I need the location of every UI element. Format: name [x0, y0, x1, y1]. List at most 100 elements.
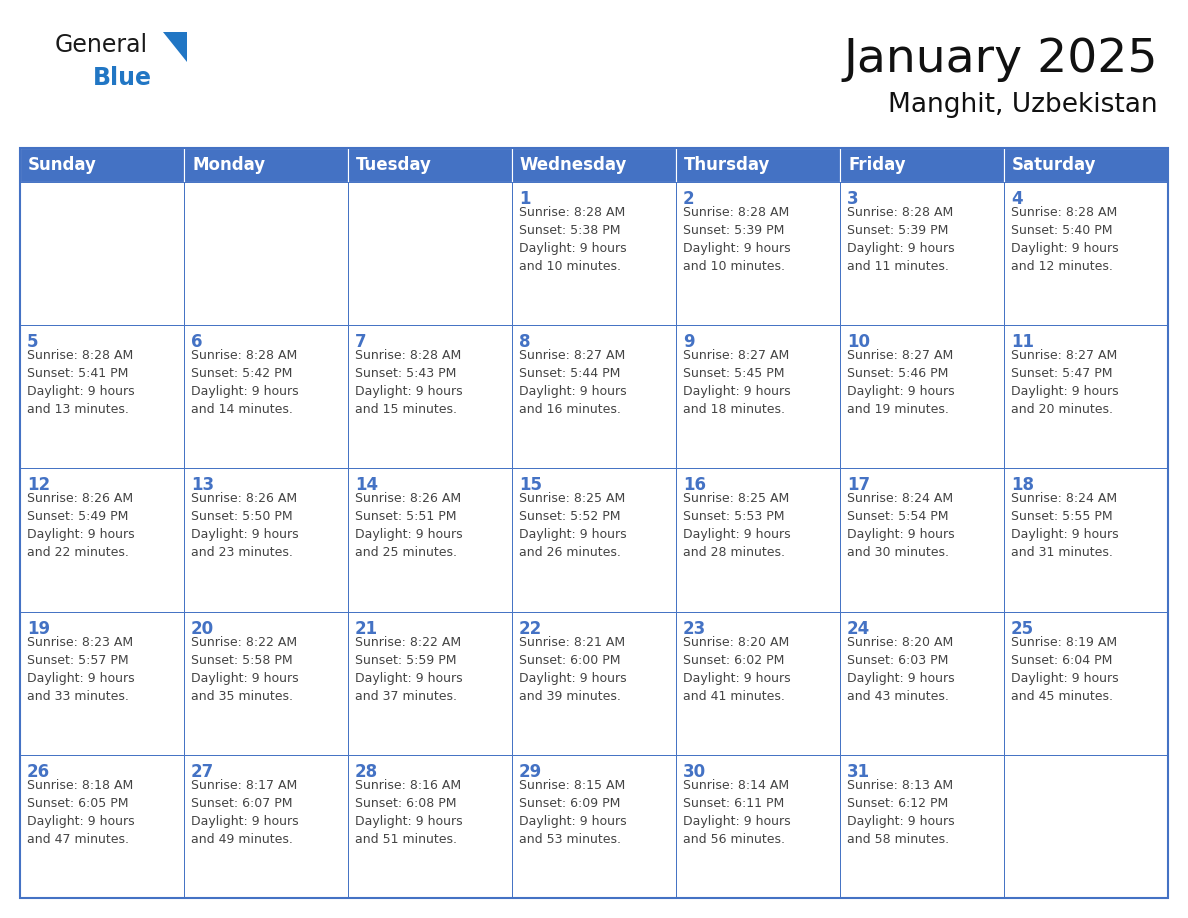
Text: Sunrise: 8:28 AM
Sunset: 5:43 PM
Daylight: 9 hours
and 15 minutes.: Sunrise: 8:28 AM Sunset: 5:43 PM Dayligh…	[355, 349, 462, 416]
Text: Sunrise: 8:28 AM
Sunset: 5:39 PM
Daylight: 9 hours
and 11 minutes.: Sunrise: 8:28 AM Sunset: 5:39 PM Dayligh…	[847, 206, 955, 273]
Text: 5: 5	[27, 333, 38, 352]
Bar	[20, 148, 1168, 898]
Bar	[20, 182, 184, 325]
Bar	[512, 755, 676, 898]
Bar	[676, 325, 840, 468]
Text: 29: 29	[519, 763, 542, 781]
Text: 4: 4	[1011, 190, 1023, 208]
Bar	[348, 468, 512, 611]
Polygon shape	[163, 32, 187, 62]
Bar	[676, 468, 840, 611]
Bar	[840, 468, 1004, 611]
Text: January 2025: January 2025	[843, 38, 1158, 83]
Text: Sunrise: 8:28 AM
Sunset: 5:41 PM
Daylight: 9 hours
and 13 minutes.: Sunrise: 8:28 AM Sunset: 5:41 PM Dayligh…	[27, 349, 134, 416]
Bar	[512, 148, 676, 182]
Text: 31: 31	[847, 763, 870, 781]
Text: 6: 6	[191, 333, 202, 352]
Text: Sunrise: 8:28 AM
Sunset: 5:40 PM
Daylight: 9 hours
and 12 minutes.: Sunrise: 8:28 AM Sunset: 5:40 PM Dayligh…	[1011, 206, 1119, 273]
Text: 7: 7	[355, 333, 367, 352]
Bar	[1004, 148, 1168, 182]
Text: Sunrise: 8:28 AM
Sunset: 5:39 PM
Daylight: 9 hours
and 10 minutes.: Sunrise: 8:28 AM Sunset: 5:39 PM Dayligh…	[683, 206, 791, 273]
Bar	[184, 611, 348, 755]
Bar	[20, 148, 184, 182]
Bar	[1004, 325, 1168, 468]
Bar	[20, 325, 184, 468]
Bar	[676, 755, 840, 898]
Text: Sunrise: 8:27 AM
Sunset: 5:47 PM
Daylight: 9 hours
and 20 minutes.: Sunrise: 8:27 AM Sunset: 5:47 PM Dayligh…	[1011, 349, 1119, 416]
Bar	[512, 468, 676, 611]
Text: 16: 16	[683, 476, 706, 495]
Bar	[676, 148, 840, 182]
Text: 28: 28	[355, 763, 378, 781]
Text: 23: 23	[683, 620, 706, 638]
Bar	[184, 148, 348, 182]
Bar	[348, 611, 512, 755]
Text: Wednesday: Wednesday	[520, 156, 627, 174]
Bar	[1004, 182, 1168, 325]
Bar	[20, 468, 184, 611]
Text: Sunrise: 8:18 AM
Sunset: 6:05 PM
Daylight: 9 hours
and 47 minutes.: Sunrise: 8:18 AM Sunset: 6:05 PM Dayligh…	[27, 778, 134, 845]
Text: 24: 24	[847, 620, 871, 638]
Bar	[20, 611, 184, 755]
Bar	[676, 182, 840, 325]
Text: Sunrise: 8:24 AM
Sunset: 5:55 PM
Daylight: 9 hours
and 31 minutes.: Sunrise: 8:24 AM Sunset: 5:55 PM Dayligh…	[1011, 492, 1119, 559]
Text: Sunrise: 8:25 AM
Sunset: 5:52 PM
Daylight: 9 hours
and 26 minutes.: Sunrise: 8:25 AM Sunset: 5:52 PM Dayligh…	[519, 492, 626, 559]
Text: 11: 11	[1011, 333, 1034, 352]
Text: 27: 27	[191, 763, 214, 781]
Bar	[184, 325, 348, 468]
Text: Sunrise: 8:23 AM
Sunset: 5:57 PM
Daylight: 9 hours
and 33 minutes.: Sunrise: 8:23 AM Sunset: 5:57 PM Dayligh…	[27, 635, 134, 702]
Bar	[840, 611, 1004, 755]
Bar	[1004, 611, 1168, 755]
Bar	[840, 182, 1004, 325]
Bar	[348, 148, 512, 182]
Text: 26: 26	[27, 763, 50, 781]
Text: Tuesday: Tuesday	[356, 156, 432, 174]
Text: Sunrise: 8:15 AM
Sunset: 6:09 PM
Daylight: 9 hours
and 53 minutes.: Sunrise: 8:15 AM Sunset: 6:09 PM Dayligh…	[519, 778, 626, 845]
Bar	[1004, 755, 1168, 898]
Text: Sunday: Sunday	[29, 156, 97, 174]
Text: Sunrise: 8:24 AM
Sunset: 5:54 PM
Daylight: 9 hours
and 30 minutes.: Sunrise: 8:24 AM Sunset: 5:54 PM Dayligh…	[847, 492, 955, 559]
Bar	[512, 182, 676, 325]
Text: 25: 25	[1011, 620, 1034, 638]
Bar	[512, 325, 676, 468]
Text: Sunrise: 8:25 AM
Sunset: 5:53 PM
Daylight: 9 hours
and 28 minutes.: Sunrise: 8:25 AM Sunset: 5:53 PM Dayligh…	[683, 492, 791, 559]
Text: Monday: Monday	[192, 156, 265, 174]
Text: Sunrise: 8:16 AM
Sunset: 6:08 PM
Daylight: 9 hours
and 51 minutes.: Sunrise: 8:16 AM Sunset: 6:08 PM Dayligh…	[355, 778, 462, 845]
Text: 18: 18	[1011, 476, 1034, 495]
Text: 8: 8	[519, 333, 531, 352]
Bar	[348, 325, 512, 468]
Bar	[184, 468, 348, 611]
Text: 22: 22	[519, 620, 542, 638]
Text: Sunrise: 8:20 AM
Sunset: 6:02 PM
Daylight: 9 hours
and 41 minutes.: Sunrise: 8:20 AM Sunset: 6:02 PM Dayligh…	[683, 635, 791, 702]
Text: Blue: Blue	[93, 66, 152, 90]
Text: General: General	[55, 33, 148, 57]
Text: Sunrise: 8:28 AM
Sunset: 5:38 PM
Daylight: 9 hours
and 10 minutes.: Sunrise: 8:28 AM Sunset: 5:38 PM Dayligh…	[519, 206, 626, 273]
Text: 17: 17	[847, 476, 870, 495]
Text: 15: 15	[519, 476, 542, 495]
Text: 12: 12	[27, 476, 50, 495]
Text: 19: 19	[27, 620, 50, 638]
Text: 13: 13	[191, 476, 214, 495]
Text: Sunrise: 8:22 AM
Sunset: 5:59 PM
Daylight: 9 hours
and 37 minutes.: Sunrise: 8:22 AM Sunset: 5:59 PM Dayligh…	[355, 635, 462, 702]
Text: 10: 10	[847, 333, 870, 352]
Bar	[348, 182, 512, 325]
Text: Sunrise: 8:22 AM
Sunset: 5:58 PM
Daylight: 9 hours
and 35 minutes.: Sunrise: 8:22 AM Sunset: 5:58 PM Dayligh…	[191, 635, 298, 702]
Bar	[512, 611, 676, 755]
Text: Sunrise: 8:27 AM
Sunset: 5:45 PM
Daylight: 9 hours
and 18 minutes.: Sunrise: 8:27 AM Sunset: 5:45 PM Dayligh…	[683, 349, 791, 416]
Text: Sunrise: 8:28 AM
Sunset: 5:42 PM
Daylight: 9 hours
and 14 minutes.: Sunrise: 8:28 AM Sunset: 5:42 PM Dayligh…	[191, 349, 298, 416]
Bar	[840, 148, 1004, 182]
Text: Sunrise: 8:27 AM
Sunset: 5:44 PM
Daylight: 9 hours
and 16 minutes.: Sunrise: 8:27 AM Sunset: 5:44 PM Dayligh…	[519, 349, 626, 416]
Text: 2: 2	[683, 190, 695, 208]
Text: Saturday: Saturday	[1012, 156, 1097, 174]
Bar	[20, 755, 184, 898]
Text: Sunrise: 8:26 AM
Sunset: 5:51 PM
Daylight: 9 hours
and 25 minutes.: Sunrise: 8:26 AM Sunset: 5:51 PM Dayligh…	[355, 492, 462, 559]
Text: Friday: Friday	[848, 156, 905, 174]
Text: 30: 30	[683, 763, 706, 781]
Bar	[348, 755, 512, 898]
Bar	[1004, 468, 1168, 611]
Text: 1: 1	[519, 190, 531, 208]
Bar	[184, 755, 348, 898]
Bar	[676, 611, 840, 755]
Bar	[840, 755, 1004, 898]
Bar	[184, 182, 348, 325]
